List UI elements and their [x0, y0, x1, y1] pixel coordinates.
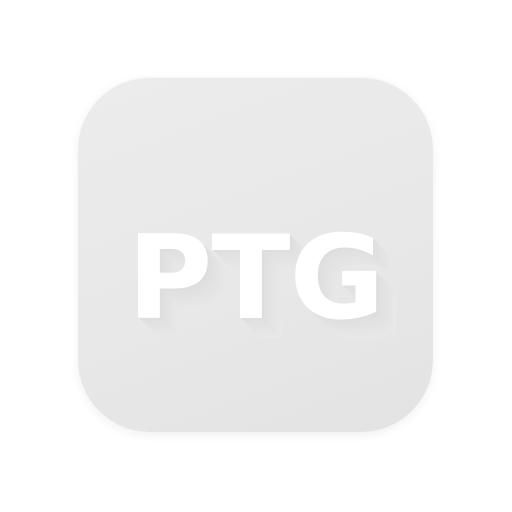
app-icon[interactable]: PTG [78, 77, 433, 432]
app-icon-monogram: PTG [127, 211, 384, 346]
